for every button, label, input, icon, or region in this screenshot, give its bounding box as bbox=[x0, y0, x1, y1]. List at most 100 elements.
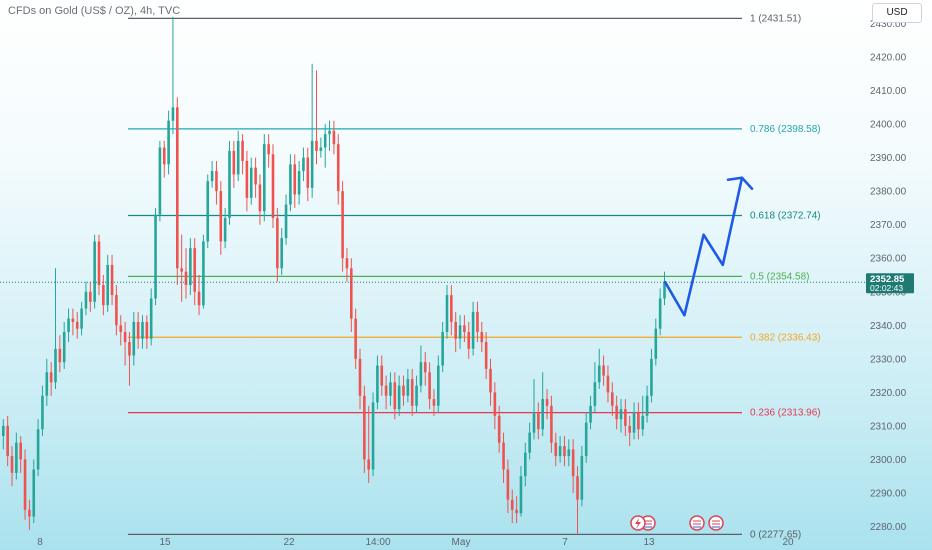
chart-title: CFDs on Gold (US$ / OZ), 4h, TVC bbox=[8, 5, 181, 17]
candle bbox=[406, 368, 410, 403]
candle-body bbox=[558, 446, 562, 457]
candle bbox=[306, 147, 310, 202]
fib-level-ratio: 0.382 bbox=[750, 332, 775, 343]
candle bbox=[302, 147, 305, 182]
currency-button[interactable]: USD bbox=[872, 3, 922, 23]
candle bbox=[215, 160, 218, 205]
candle bbox=[571, 439, 575, 493]
candle bbox=[271, 144, 275, 229]
candle-body bbox=[141, 321, 144, 339]
lightning-event-icon[interactable] bbox=[630, 515, 646, 531]
candle-body bbox=[545, 399, 549, 406]
candle-body bbox=[371, 402, 375, 470]
candle bbox=[328, 120, 331, 151]
candle bbox=[106, 254, 109, 312]
candle bbox=[319, 137, 323, 158]
us-flag-event-icon[interactable] bbox=[689, 515, 705, 531]
fib-level-price: 2313.96 bbox=[781, 408, 818, 419]
candle bbox=[336, 134, 340, 205]
candle bbox=[263, 134, 266, 222]
candle-body bbox=[476, 311, 479, 333]
fib-level-price: 2277.65 bbox=[762, 529, 799, 540]
x-tick-label: May bbox=[452, 537, 471, 548]
fib-level-ratio: 0.786 bbox=[750, 124, 775, 135]
candle-body bbox=[593, 382, 597, 406]
candle bbox=[145, 315, 149, 349]
candle bbox=[354, 308, 357, 369]
candle bbox=[89, 281, 92, 312]
candle-body bbox=[193, 248, 196, 292]
fib-level-label: 1 (2431.51) bbox=[750, 13, 801, 24]
candle-body bbox=[67, 318, 70, 333]
candle bbox=[2, 419, 5, 450]
candle bbox=[80, 301, 83, 336]
candle-body bbox=[354, 318, 357, 359]
candle bbox=[580, 446, 584, 507]
candle bbox=[210, 160, 214, 188]
candle-body bbox=[580, 456, 584, 500]
candle-body bbox=[23, 459, 27, 510]
candle-body bbox=[458, 325, 462, 339]
candle-body bbox=[106, 264, 109, 306]
candle-body bbox=[19, 442, 22, 460]
candle-body bbox=[62, 332, 66, 363]
candle-body bbox=[606, 375, 610, 393]
candle bbox=[463, 315, 466, 343]
candle bbox=[658, 288, 662, 336]
candle-body bbox=[123, 332, 127, 343]
candle bbox=[276, 207, 279, 282]
candle-body bbox=[445, 295, 449, 333]
fib-level-price: 2372.74 bbox=[781, 211, 818, 222]
candle bbox=[624, 399, 627, 436]
candle-body bbox=[358, 358, 362, 396]
candle bbox=[310, 63, 314, 198]
candle bbox=[428, 362, 431, 410]
candle-body bbox=[310, 140, 314, 188]
candle-body bbox=[637, 412, 640, 430]
candle-body bbox=[589, 405, 592, 423]
candle-body bbox=[89, 291, 92, 302]
candle bbox=[628, 415, 631, 447]
candle-body bbox=[315, 140, 318, 151]
candle-body bbox=[484, 342, 488, 369]
candle-body bbox=[410, 378, 414, 406]
candle bbox=[297, 160, 301, 205]
candle-body bbox=[154, 214, 157, 299]
candle bbox=[71, 308, 75, 336]
candle-body bbox=[493, 392, 497, 416]
candle-body bbox=[84, 291, 88, 309]
candle-body bbox=[241, 140, 244, 161]
candle-body bbox=[393, 382, 397, 410]
candle-body bbox=[402, 385, 405, 396]
price-tag-bg bbox=[866, 273, 914, 294]
candle bbox=[515, 496, 518, 524]
candle bbox=[206, 174, 210, 249]
candle bbox=[62, 321, 66, 369]
candle bbox=[119, 315, 123, 346]
candle-body bbox=[271, 154, 275, 218]
candle bbox=[397, 375, 401, 416]
fib-level-ratio: 1 bbox=[750, 13, 756, 24]
candle bbox=[506, 459, 510, 514]
us-flag-event-icon[interactable] bbox=[708, 515, 724, 531]
candle bbox=[19, 435, 22, 473]
candle bbox=[193, 238, 196, 306]
price-tag-countdown: 02:02:43 bbox=[870, 283, 903, 293]
candle-body bbox=[289, 164, 292, 205]
candle bbox=[606, 365, 610, 403]
y-tick-label: 2320.00 bbox=[870, 388, 907, 399]
candle bbox=[376, 355, 379, 410]
candle bbox=[484, 332, 488, 379]
candle bbox=[219, 181, 223, 255]
candle-body bbox=[389, 382, 392, 396]
candle bbox=[28, 499, 31, 530]
y-tick-label: 2280.00 bbox=[870, 522, 907, 533]
candle bbox=[180, 234, 183, 302]
candle-body bbox=[641, 415, 645, 430]
candle-body bbox=[162, 147, 166, 165]
candle bbox=[437, 355, 440, 413]
candle-body bbox=[524, 452, 527, 477]
